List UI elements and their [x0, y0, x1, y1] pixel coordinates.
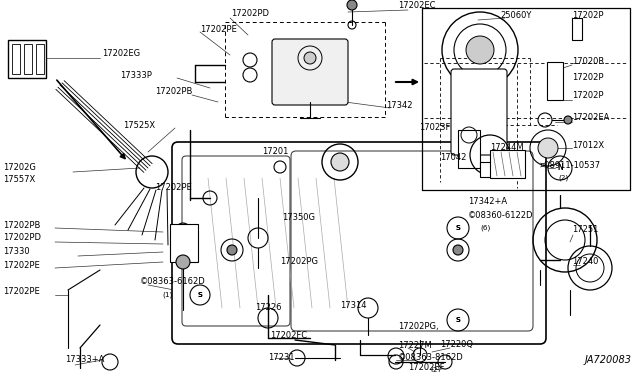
Text: 17202EG: 17202EG: [102, 49, 140, 58]
Circle shape: [453, 245, 463, 255]
Circle shape: [347, 0, 357, 10]
Text: 17202PE: 17202PE: [3, 260, 40, 269]
Circle shape: [538, 138, 558, 158]
Text: 17342: 17342: [386, 100, 413, 109]
Text: S: S: [198, 292, 202, 298]
Text: 17202PG: 17202PG: [280, 257, 318, 266]
Text: 17220Q: 17220Q: [440, 340, 473, 350]
Text: (1): (1): [162, 292, 172, 298]
Text: 17202P: 17202P: [572, 74, 604, 83]
Bar: [36, 44, 44, 74]
Text: 17012X: 17012X: [572, 141, 604, 150]
Text: 17202FC: 17202FC: [270, 331, 307, 340]
Bar: [458, 130, 480, 168]
FancyBboxPatch shape: [272, 39, 348, 105]
Circle shape: [304, 52, 316, 64]
Text: 17202PB: 17202PB: [155, 87, 192, 96]
Text: S: S: [456, 317, 461, 323]
Text: 17240: 17240: [572, 257, 598, 266]
Text: JA720083: JA720083: [585, 355, 632, 365]
Text: 17042: 17042: [440, 154, 467, 163]
Text: 17202P: 17202P: [572, 10, 604, 19]
Text: 25060Y: 25060Y: [500, 10, 531, 19]
Text: 17202P: 17202P: [572, 90, 604, 99]
Text: 17557X: 17557X: [3, 176, 35, 185]
Text: 17333P: 17333P: [120, 71, 152, 80]
FancyBboxPatch shape: [172, 142, 546, 344]
Circle shape: [176, 223, 190, 237]
Text: 17202EC: 17202EC: [398, 1, 435, 10]
Bar: [547, 62, 563, 100]
Text: 17202PB: 17202PB: [3, 221, 40, 230]
Text: 17314: 17314: [340, 301, 367, 310]
Text: 17227M: 17227M: [398, 340, 432, 350]
Bar: [12, 44, 20, 74]
Circle shape: [227, 245, 237, 255]
Text: S: S: [456, 225, 460, 231]
Text: ©08363-6162D: ©08363-6162D: [140, 278, 205, 286]
Text: S: S: [456, 225, 461, 231]
Bar: [24, 44, 32, 74]
Text: 17342+A: 17342+A: [468, 198, 507, 206]
Text: 17350G: 17350G: [282, 214, 315, 222]
Text: (6): (6): [480, 225, 490, 231]
Text: 17231: 17231: [268, 353, 294, 362]
Bar: [480, 162, 500, 177]
Bar: [8, 40, 46, 78]
Text: ©08360-6122D: ©08360-6122D: [468, 211, 534, 219]
Circle shape: [331, 153, 349, 171]
Text: S: S: [456, 317, 460, 323]
Text: 17525X: 17525X: [123, 121, 155, 129]
Text: ¤08911-10537: ¤08911-10537: [540, 160, 601, 170]
Text: 17244M: 17244M: [490, 144, 524, 153]
Text: N: N: [557, 164, 563, 173]
Circle shape: [176, 255, 190, 269]
Text: 17333+A: 17333+A: [65, 356, 104, 365]
FancyBboxPatch shape: [451, 69, 507, 155]
Text: N: N: [557, 164, 563, 173]
Text: 17251: 17251: [572, 225, 598, 234]
Text: 17202EA: 17202EA: [572, 113, 609, 122]
Text: 17023F: 17023F: [419, 124, 450, 132]
Text: 17202PD: 17202PD: [231, 10, 269, 19]
Text: 17202PE: 17202PE: [3, 288, 40, 296]
Circle shape: [466, 36, 494, 64]
Text: 17201: 17201: [262, 148, 289, 157]
Text: 17202EF: 17202EF: [408, 363, 445, 372]
Text: ©08363-8162D: ©08363-8162D: [398, 353, 464, 362]
Text: 17202PE: 17202PE: [156, 183, 192, 192]
Text: 17330: 17330: [3, 247, 29, 257]
Text: 17226: 17226: [255, 304, 282, 312]
Text: S: S: [198, 292, 202, 298]
Bar: [490, 150, 525, 178]
Text: 17202G: 17202G: [3, 164, 36, 173]
Bar: [572, 18, 582, 40]
Text: (2): (2): [558, 175, 568, 181]
Text: 17202PE: 17202PE: [200, 25, 237, 33]
Text: 17202PD: 17202PD: [3, 234, 41, 243]
Text: (2): (2): [430, 367, 440, 372]
Text: 17202PG,: 17202PG,: [398, 321, 438, 330]
Bar: [170, 224, 198, 262]
Circle shape: [564, 116, 572, 124]
Text: 17020R: 17020R: [572, 58, 604, 67]
